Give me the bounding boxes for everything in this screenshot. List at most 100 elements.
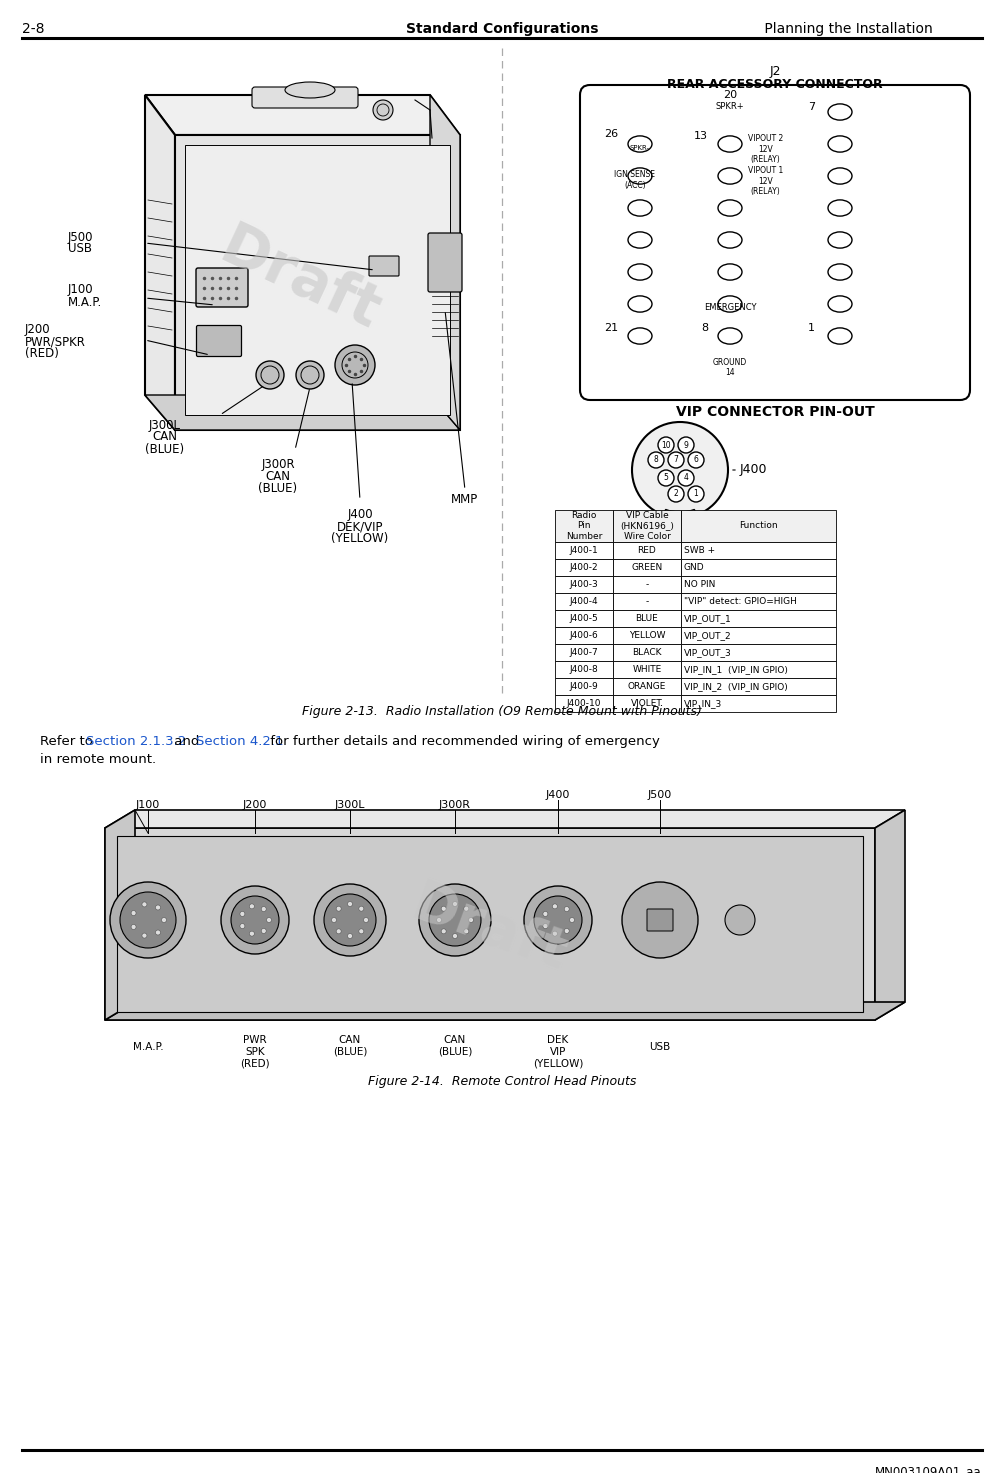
Text: 8: 8 (653, 455, 658, 464)
Text: 6: 6 (693, 455, 698, 464)
Text: VIP Cable
(HKN6196_)
Wire Color: VIP Cable (HKN6196_) Wire Color (620, 511, 673, 541)
Bar (613, 576, 680, 594)
Bar (613, 610, 680, 627)
Bar (680, 594, 835, 610)
Text: BLACK: BLACK (632, 648, 661, 657)
Text: 21: 21 (603, 323, 618, 333)
Text: J400: J400 (347, 508, 372, 521)
FancyBboxPatch shape (580, 85, 969, 401)
Text: J400-4: J400-4 (569, 597, 598, 605)
Text: NO PIN: NO PIN (683, 580, 715, 589)
Bar (680, 661, 835, 678)
Bar (680, 510, 835, 542)
Wedge shape (662, 510, 696, 520)
Bar (555, 542, 613, 558)
FancyBboxPatch shape (252, 87, 358, 108)
Bar (613, 695, 680, 711)
Bar (680, 627, 835, 644)
Polygon shape (875, 810, 904, 1019)
Text: CAN: CAN (152, 430, 178, 443)
Text: J400-9: J400-9 (569, 682, 598, 691)
Text: SWB +: SWB + (683, 546, 714, 555)
Circle shape (347, 934, 352, 938)
Text: J400-1: J400-1 (569, 546, 598, 555)
Circle shape (358, 906, 363, 912)
Text: J200: J200 (243, 800, 267, 810)
Text: SPKR-: SPKR- (629, 144, 649, 152)
Text: 1: 1 (807, 323, 814, 333)
Circle shape (141, 932, 146, 938)
Text: ORANGE: ORANGE (627, 682, 666, 691)
Circle shape (622, 882, 697, 957)
Bar (555, 678, 613, 695)
Circle shape (564, 906, 569, 912)
Circle shape (261, 928, 266, 934)
Text: VIP_IN_3: VIP_IN_3 (683, 700, 721, 709)
Circle shape (463, 906, 468, 912)
Bar (613, 558, 680, 576)
Bar (555, 644, 613, 661)
Text: Standard Configurations: Standard Configurations (405, 22, 598, 35)
Text: IGN SENSE
(ACC): IGN SENSE (ACC) (614, 171, 655, 190)
Text: J400-7: J400-7 (569, 648, 598, 657)
Text: "VIP" detect: GPIO=HIGH: "VIP" detect: GPIO=HIGH (683, 597, 796, 605)
Text: Figure 2-13.  Radio Installation (O9 Remote Mount with Pinouts): Figure 2-13. Radio Installation (O9 Remo… (302, 706, 701, 717)
Text: J200: J200 (25, 324, 50, 336)
Circle shape (231, 896, 279, 944)
Bar (555, 510, 613, 542)
Circle shape (240, 912, 245, 916)
Circle shape (161, 918, 166, 922)
Text: MMP: MMP (451, 493, 478, 507)
Bar (680, 558, 835, 576)
Bar (613, 594, 680, 610)
Text: Refer to: Refer to (40, 735, 97, 748)
Circle shape (631, 421, 727, 518)
Circle shape (240, 924, 245, 928)
Text: GND: GND (683, 563, 704, 572)
FancyBboxPatch shape (646, 909, 672, 931)
Text: REAR ACCESSORY CONNECTOR: REAR ACCESSORY CONNECTOR (667, 78, 882, 91)
Bar (680, 695, 835, 711)
Bar (613, 542, 680, 558)
Bar (680, 576, 835, 594)
Circle shape (256, 361, 284, 389)
Circle shape (452, 934, 457, 938)
Circle shape (667, 486, 683, 502)
Bar (555, 695, 613, 711)
Text: VIOLET: VIOLET (631, 700, 662, 709)
Circle shape (569, 918, 574, 922)
Polygon shape (144, 94, 459, 136)
Text: J300R: J300R (438, 800, 470, 810)
Text: -: - (645, 597, 648, 605)
Text: GREEN: GREEN (631, 563, 662, 572)
Text: 2: 2 (673, 489, 678, 498)
Bar (680, 678, 835, 695)
Bar (555, 610, 613, 627)
Text: MN003109A01_aa: MN003109A01_aa (875, 1466, 981, 1473)
Text: USB: USB (68, 243, 92, 255)
Text: 8: 8 (700, 323, 707, 333)
Text: M.A.P.: M.A.P. (68, 296, 102, 308)
Text: GROUND
14: GROUND 14 (712, 358, 746, 377)
Text: 7: 7 (673, 455, 678, 464)
Text: 20: 20 (722, 90, 736, 100)
Text: 1: 1 (693, 489, 698, 498)
Text: BLUE: BLUE (635, 614, 658, 623)
Circle shape (336, 906, 341, 912)
Circle shape (543, 912, 548, 916)
Polygon shape (175, 136, 459, 430)
Bar (555, 661, 613, 678)
Text: Draft: Draft (404, 876, 575, 982)
Text: 26: 26 (603, 130, 618, 138)
Bar (555, 558, 613, 576)
Text: VIPOUT 2
12V
(RELAY): VIPOUT 2 12V (RELAY) (747, 134, 782, 164)
Polygon shape (105, 810, 134, 1019)
Text: -: - (645, 580, 648, 589)
Text: J300R: J300R (261, 458, 295, 471)
Text: Figure 2-14.  Remote Control Head Pinouts: Figure 2-14. Remote Control Head Pinouts (367, 1075, 636, 1089)
Text: 9: 9 (683, 440, 688, 449)
Circle shape (440, 906, 445, 912)
Circle shape (440, 929, 445, 934)
Circle shape (724, 904, 754, 935)
Text: USB: USB (649, 1041, 670, 1052)
